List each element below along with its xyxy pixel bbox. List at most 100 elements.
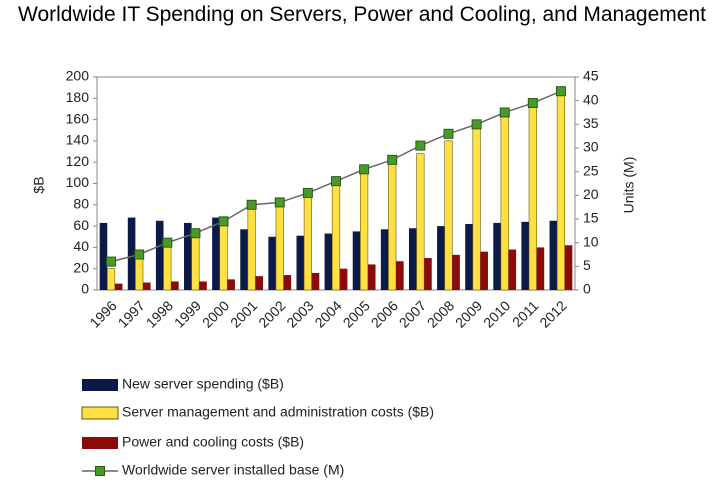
line-marker (274, 197, 285, 208)
y-tick-label: 40 (73, 238, 89, 254)
bar (452, 254, 460, 290)
bar (564, 245, 573, 290)
x-tick-label: 2008 (424, 297, 457, 330)
x-tick-label: 1998 (143, 297, 176, 330)
x-tick-label: 2002 (255, 297, 288, 330)
x-tick-label: 2012 (536, 297, 569, 330)
bar (444, 140, 453, 291)
y-tick-label: 60 (73, 217, 89, 233)
bar (408, 228, 417, 290)
bar (142, 282, 151, 290)
bar (331, 180, 341, 291)
legend-label: Worldwide server installed base (M) (122, 462, 344, 478)
bar (163, 244, 172, 291)
x-tick-label: 1999 (171, 297, 204, 330)
y2-tick-label: 30 (583, 139, 599, 155)
bar (268, 236, 276, 290)
bar (184, 222, 192, 290)
x-tick-label: 2003 (283, 297, 316, 330)
x-tick-label: 2005 (340, 297, 373, 330)
line-marker (471, 119, 482, 130)
line-marker (106, 256, 117, 267)
bar (324, 233, 333, 290)
y-tick-label: 80 (73, 196, 89, 212)
bar (521, 221, 530, 290)
x-tick-label: 2007 (396, 297, 429, 330)
legend-swatch (82, 437, 118, 449)
bar (247, 206, 256, 291)
y2-axis-label: Units (M) (621, 157, 637, 214)
bar (212, 217, 220, 290)
y-tick-label: 0 (81, 281, 89, 297)
line-marker (246, 199, 257, 210)
x-tick-label: 1997 (115, 297, 148, 330)
bar (367, 264, 376, 290)
chart-title: Worldwide IT Spending on Servers, Power … (18, 3, 706, 26)
bar (255, 276, 264, 290)
bar (99, 222, 108, 290)
x-tick-label: 2009 (452, 297, 485, 330)
y-tick-label: 160 (66, 110, 90, 126)
bar (191, 231, 200, 291)
bar (380, 229, 389, 290)
y-axis-label: $B (31, 176, 47, 193)
bar (127, 217, 136, 290)
bar (171, 281, 179, 290)
bar (283, 275, 292, 290)
bar (106, 268, 116, 291)
bar (155, 220, 164, 290)
bar (296, 235, 305, 290)
x-tick-label: 1996 (86, 297, 119, 330)
y2-tick-label: 35 (583, 115, 599, 131)
bar (303, 193, 312, 291)
bar (114, 283, 123, 290)
bar (396, 261, 404, 290)
y-tick-label: 120 (66, 153, 90, 169)
x-tick-label: 2001 (227, 297, 260, 330)
bar (199, 281, 207, 290)
bar (360, 170, 369, 291)
bar (556, 90, 566, 291)
line-marker (162, 237, 173, 248)
y-tick-label: 100 (66, 174, 90, 190)
y-tick-label: 20 (73, 259, 89, 275)
bar (424, 258, 432, 290)
x-tick-label: 2006 (368, 297, 401, 330)
line-marker (499, 107, 510, 118)
line-marker (527, 98, 538, 109)
bar (352, 231, 361, 290)
bar (240, 229, 248, 290)
bar (480, 251, 488, 290)
x-tick-label: 2000 (199, 297, 232, 330)
bar (437, 226, 445, 290)
y-tick-label: 200 (66, 68, 90, 84)
line-marker (302, 187, 313, 198)
legend-swatch (82, 379, 118, 391)
line-marker (443, 128, 454, 139)
y2-tick-label: 25 (583, 162, 599, 178)
line-marker (218, 216, 229, 227)
y2-tick-label: 0 (583, 281, 591, 297)
y2-tick-label: 10 (583, 233, 599, 249)
bar (493, 222, 501, 290)
bar (219, 220, 228, 291)
legend-swatch (81, 406, 119, 420)
y2-tick-label: 5 (583, 257, 591, 273)
bar (227, 279, 235, 290)
legend-marker (95, 466, 105, 476)
y2-tick-label: 15 (583, 210, 599, 226)
y2-tick-label: 45 (583, 68, 599, 84)
x-tick-label: 2010 (480, 297, 513, 330)
legend-label: Power and cooling costs ($B) (122, 434, 304, 450)
bar (275, 204, 284, 291)
y-tick-label: 140 (66, 132, 90, 148)
bar (472, 124, 481, 291)
line-marker (331, 176, 341, 187)
x-tick-label: 2011 (509, 297, 542, 330)
y-tick-label: 180 (66, 89, 90, 105)
legend-label: Server management and administration cos… (122, 404, 434, 420)
line-marker (359, 164, 370, 175)
bar (465, 223, 473, 290)
